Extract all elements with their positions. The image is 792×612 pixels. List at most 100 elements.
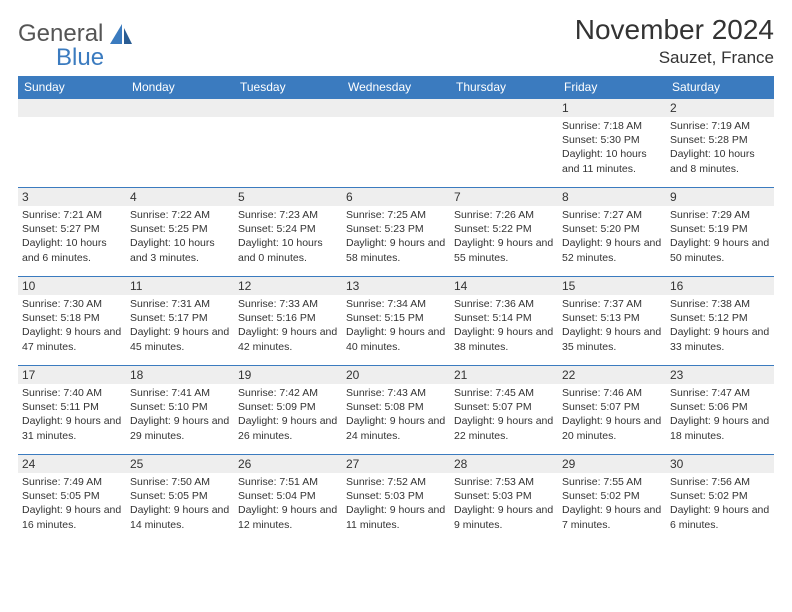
brand-logo: General Blue — [18, 14, 134, 70]
empty-cell — [18, 99, 126, 188]
day-number: 30 — [666, 455, 774, 473]
day-number: 10 — [18, 277, 126, 295]
empty-cell — [450, 99, 558, 188]
empty-cell — [342, 99, 450, 188]
day-cell: 6Sunrise: 7:25 AMSunset: 5:23 PMDaylight… — [342, 188, 450, 277]
weekday-header: Sunday — [18, 76, 126, 99]
weekday-header-row: SundayMondayTuesdayWednesdayThursdayFrid… — [18, 76, 774, 99]
day-cell: 14Sunrise: 7:36 AMSunset: 5:14 PMDayligh… — [450, 277, 558, 366]
day-cell: 12Sunrise: 7:33 AMSunset: 5:16 PMDayligh… — [234, 277, 342, 366]
day-info: Sunrise: 7:34 AMSunset: 5:15 PMDaylight:… — [342, 295, 450, 354]
day-number: 23 — [666, 366, 774, 384]
day-cell: 10Sunrise: 7:30 AMSunset: 5:18 PMDayligh… — [18, 277, 126, 366]
day-cell: 19Sunrise: 7:42 AMSunset: 5:09 PMDayligh… — [234, 366, 342, 455]
day-cell: 5Sunrise: 7:23 AMSunset: 5:24 PMDaylight… — [234, 188, 342, 277]
day-number: 25 — [126, 455, 234, 473]
day-number: 15 — [558, 277, 666, 295]
day-info: Sunrise: 7:31 AMSunset: 5:17 PMDaylight:… — [126, 295, 234, 354]
calendar-page: General Blue November 2024 Sauzet, Franc… — [0, 0, 792, 539]
day-info: Sunrise: 7:51 AMSunset: 5:04 PMDaylight:… — [234, 473, 342, 532]
day-info: Sunrise: 7:52 AMSunset: 5:03 PMDaylight:… — [342, 473, 450, 532]
day-cell: 16Sunrise: 7:38 AMSunset: 5:12 PMDayligh… — [666, 277, 774, 366]
day-number: 8 — [558, 188, 666, 206]
day-cell: 2Sunrise: 7:19 AMSunset: 5:28 PMDaylight… — [666, 99, 774, 188]
day-info: Sunrise: 7:42 AMSunset: 5:09 PMDaylight:… — [234, 384, 342, 443]
day-cell: 15Sunrise: 7:37 AMSunset: 5:13 PMDayligh… — [558, 277, 666, 366]
weekday-header: Friday — [558, 76, 666, 99]
day-number: 22 — [558, 366, 666, 384]
day-cell: 11Sunrise: 7:31 AMSunset: 5:17 PMDayligh… — [126, 277, 234, 366]
day-info: Sunrise: 7:45 AMSunset: 5:07 PMDaylight:… — [450, 384, 558, 443]
day-cell: 8Sunrise: 7:27 AMSunset: 5:20 PMDaylight… — [558, 188, 666, 277]
calendar-row: 10Sunrise: 7:30 AMSunset: 5:18 PMDayligh… — [18, 277, 774, 366]
day-number: 14 — [450, 277, 558, 295]
day-cell: 20Sunrise: 7:43 AMSunset: 5:08 PMDayligh… — [342, 366, 450, 455]
day-number: 18 — [126, 366, 234, 384]
day-number: 16 — [666, 277, 774, 295]
day-cell: 17Sunrise: 7:40 AMSunset: 5:11 PMDayligh… — [18, 366, 126, 455]
day-number: 6 — [342, 188, 450, 206]
day-number: 5 — [234, 188, 342, 206]
day-info: Sunrise: 7:40 AMSunset: 5:11 PMDaylight:… — [18, 384, 126, 443]
day-number: 26 — [234, 455, 342, 473]
day-info: Sunrise: 7:33 AMSunset: 5:16 PMDaylight:… — [234, 295, 342, 354]
day-number: 1 — [558, 99, 666, 117]
brand-suffix: Blue — [18, 44, 104, 71]
calendar-row: 17Sunrise: 7:40 AMSunset: 5:11 PMDayligh… — [18, 366, 774, 455]
empty-cell — [234, 99, 342, 188]
day-info: Sunrise: 7:56 AMSunset: 5:02 PMDaylight:… — [666, 473, 774, 532]
day-info: Sunrise: 7:36 AMSunset: 5:14 PMDaylight:… — [450, 295, 558, 354]
day-number: 28 — [450, 455, 558, 473]
day-info: Sunrise: 7:50 AMSunset: 5:05 PMDaylight:… — [126, 473, 234, 532]
month-title: November 2024 — [575, 14, 774, 46]
header: General Blue November 2024 Sauzet, Franc… — [18, 14, 774, 70]
day-number: 20 — [342, 366, 450, 384]
day-info: Sunrise: 7:23 AMSunset: 5:24 PMDaylight:… — [234, 206, 342, 265]
day-cell: 25Sunrise: 7:50 AMSunset: 5:05 PMDayligh… — [126, 455, 234, 540]
day-number: 27 — [342, 455, 450, 473]
day-cell: 26Sunrise: 7:51 AMSunset: 5:04 PMDayligh… — [234, 455, 342, 540]
day-cell: 9Sunrise: 7:29 AMSunset: 5:19 PMDaylight… — [666, 188, 774, 277]
day-number: 7 — [450, 188, 558, 206]
day-number: 12 — [234, 277, 342, 295]
day-number: 3 — [18, 188, 126, 206]
day-info: Sunrise: 7:55 AMSunset: 5:02 PMDaylight:… — [558, 473, 666, 532]
weekday-header: Thursday — [450, 76, 558, 99]
day-number — [342, 99, 450, 117]
day-info: Sunrise: 7:25 AMSunset: 5:23 PMDaylight:… — [342, 206, 450, 265]
day-number — [18, 99, 126, 117]
day-cell: 30Sunrise: 7:56 AMSunset: 5:02 PMDayligh… — [666, 455, 774, 540]
day-info: Sunrise: 7:29 AMSunset: 5:19 PMDaylight:… — [666, 206, 774, 265]
day-cell: 7Sunrise: 7:26 AMSunset: 5:22 PMDaylight… — [450, 188, 558, 277]
calendar-row: 1Sunrise: 7:18 AMSunset: 5:30 PMDaylight… — [18, 99, 774, 188]
day-number: 4 — [126, 188, 234, 206]
calendar-row: 24Sunrise: 7:49 AMSunset: 5:05 PMDayligh… — [18, 455, 774, 540]
day-cell: 3Sunrise: 7:21 AMSunset: 5:27 PMDaylight… — [18, 188, 126, 277]
day-info: Sunrise: 7:41 AMSunset: 5:10 PMDaylight:… — [126, 384, 234, 443]
day-cell: 24Sunrise: 7:49 AMSunset: 5:05 PMDayligh… — [18, 455, 126, 540]
day-number: 2 — [666, 99, 774, 117]
day-cell: 29Sunrise: 7:55 AMSunset: 5:02 PMDayligh… — [558, 455, 666, 540]
day-info: Sunrise: 7:18 AMSunset: 5:30 PMDaylight:… — [558, 117, 666, 176]
day-cell: 1Sunrise: 7:18 AMSunset: 5:30 PMDaylight… — [558, 99, 666, 188]
brand-prefix: General — [18, 20, 103, 47]
day-number — [234, 99, 342, 117]
day-cell: 28Sunrise: 7:53 AMSunset: 5:03 PMDayligh… — [450, 455, 558, 540]
calendar-body: 1Sunrise: 7:18 AMSunset: 5:30 PMDaylight… — [18, 99, 774, 540]
day-cell: 27Sunrise: 7:52 AMSunset: 5:03 PMDayligh… — [342, 455, 450, 540]
weekday-header: Tuesday — [234, 76, 342, 99]
day-number: 17 — [18, 366, 126, 384]
day-cell: 4Sunrise: 7:22 AMSunset: 5:25 PMDaylight… — [126, 188, 234, 277]
day-info: Sunrise: 7:30 AMSunset: 5:18 PMDaylight:… — [18, 295, 126, 354]
calendar-row: 3Sunrise: 7:21 AMSunset: 5:27 PMDaylight… — [18, 188, 774, 277]
title-block: November 2024 Sauzet, France — [575, 14, 774, 68]
day-info: Sunrise: 7:47 AMSunset: 5:06 PMDaylight:… — [666, 384, 774, 443]
day-info: Sunrise: 7:26 AMSunset: 5:22 PMDaylight:… — [450, 206, 558, 265]
day-number — [450, 99, 558, 117]
day-number: 24 — [18, 455, 126, 473]
day-number: 13 — [342, 277, 450, 295]
day-info: Sunrise: 7:37 AMSunset: 5:13 PMDaylight:… — [558, 295, 666, 354]
day-info: Sunrise: 7:19 AMSunset: 5:28 PMDaylight:… — [666, 117, 774, 176]
day-number: 29 — [558, 455, 666, 473]
day-info: Sunrise: 7:21 AMSunset: 5:27 PMDaylight:… — [18, 206, 126, 265]
